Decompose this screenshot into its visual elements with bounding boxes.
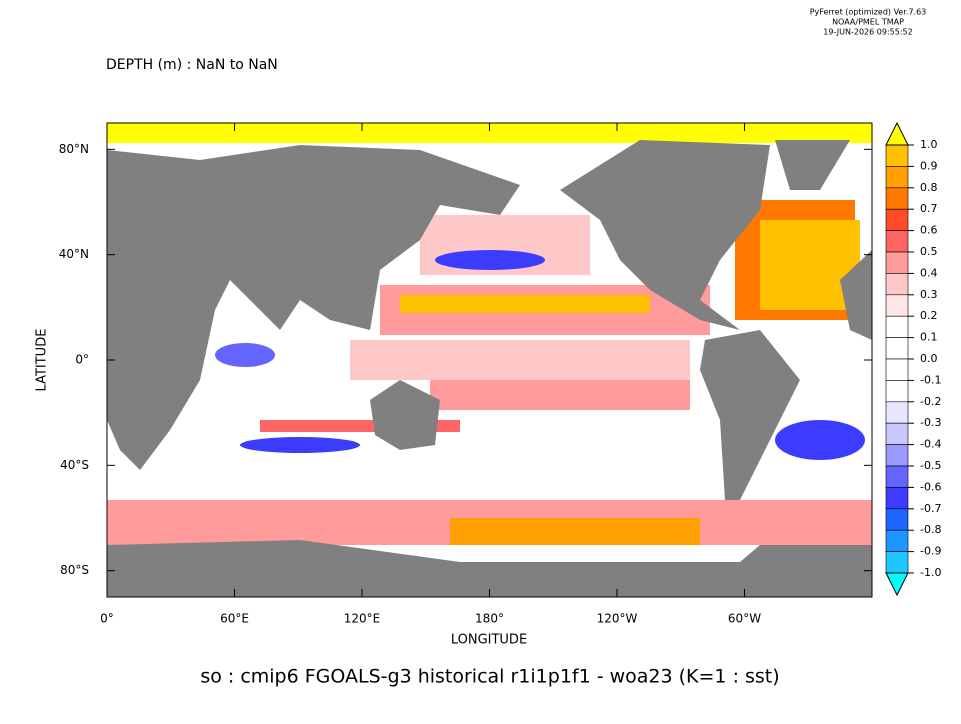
colorbar-band	[885, 251, 909, 274]
colorbar-label: 0.9	[920, 159, 938, 172]
colorbar-label: 0.2	[920, 309, 938, 322]
colorbar-band	[885, 144, 909, 167]
colorbar-band	[885, 208, 909, 231]
colorbar-label: -0.4	[920, 438, 941, 451]
colorbar-band	[885, 487, 909, 510]
x-tick-label: 120°E	[344, 612, 381, 626]
colorbar-over	[885, 121, 909, 146]
x-tick-label: 0°	[100, 612, 114, 626]
colorbar-band	[885, 529, 909, 552]
colorbar-label: 0.7	[920, 202, 938, 215]
header-line: NOAA/PMEL TMAP	[832, 18, 904, 27]
colorbar-label: -0.6	[920, 480, 941, 493]
colorbar-under	[885, 572, 909, 597]
x-tick-label: 60°E	[220, 612, 249, 626]
y-tick-label: 80°N	[59, 142, 89, 156]
colorbar-band	[885, 230, 909, 253]
colorbar-label: -0.2	[920, 395, 941, 408]
chart-subtitle: so : cmip6 FGOALS-g3 historical r1i1p1f1…	[200, 666, 779, 688]
chart-title: DEPTH (m) : NaN to NaN	[106, 57, 278, 73]
colorbar-band	[885, 444, 909, 467]
x-axis-label: LONGITUDE	[451, 633, 527, 648]
colorbar-band	[885, 187, 909, 210]
colorbar-label: 0.4	[920, 266, 938, 279]
header-line: 19-JUN-2026 09:55:52	[823, 28, 912, 37]
colorbar-label: -1.0	[920, 566, 941, 579]
y-tick-label: 40°N	[59, 247, 89, 261]
colorbar-band	[885, 465, 909, 488]
colorbar-label: -0.5	[920, 459, 941, 472]
x-tick-label: 120°W	[597, 612, 638, 626]
colorbar-label: -0.7	[920, 502, 941, 515]
colorbar-label: -0.8	[920, 523, 941, 536]
colorbar-label: 0.8	[920, 181, 938, 194]
colorbar-label: -0.3	[920, 416, 941, 429]
colorbar-band	[885, 508, 909, 531]
colorbar-label: 0.0	[920, 352, 938, 365]
colorbar-label: 1.0	[920, 138, 938, 151]
header-line: PyFerret (optimized) Ver.7.63	[810, 8, 927, 17]
colorbar-band	[885, 358, 909, 381]
colorbar-band	[885, 294, 909, 317]
y-tick-label: 40°S	[60, 458, 89, 472]
colorbar-band	[885, 166, 909, 189]
colorbar-band	[885, 551, 909, 574]
colorbar-band	[885, 401, 909, 424]
colorbar-band	[885, 380, 909, 403]
colorbar-label: 0.5	[920, 245, 938, 258]
colorbar-label: -0.9	[920, 545, 941, 558]
x-tick-label: 180°	[475, 612, 504, 626]
colorbar-band	[885, 422, 909, 445]
colorbar-band	[885, 337, 909, 360]
y-tick-label: 0°	[75, 353, 89, 367]
colorbar-label: 0.3	[920, 288, 938, 301]
y-axis-label: LATITUDE	[35, 329, 50, 392]
colorbar-band	[885, 315, 909, 338]
colorbar-label: 0.1	[920, 331, 938, 344]
y-tick-label: 80°S	[60, 563, 89, 577]
colorbar-label: -0.1	[920, 373, 941, 386]
colorbar-label: 0.6	[920, 224, 938, 237]
land	[107, 140, 872, 597]
colorbar-band	[885, 273, 909, 296]
x-tick-label: 60°W	[728, 612, 761, 626]
